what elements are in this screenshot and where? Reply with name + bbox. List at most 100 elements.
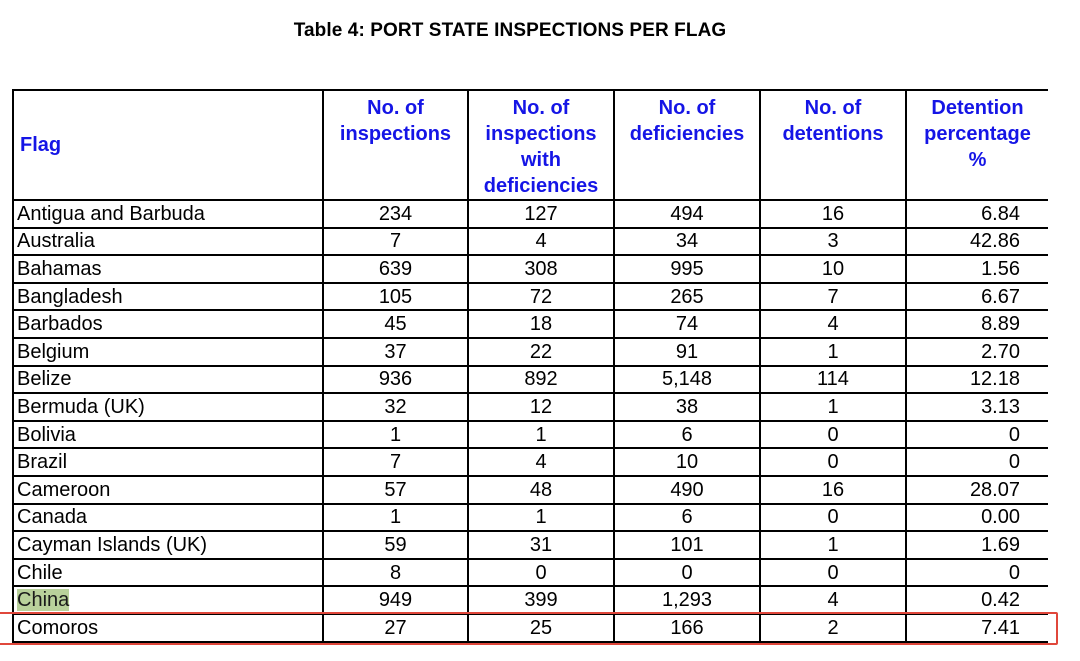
- header-row: Flag No. of inspections No. of inspectio…: [12, 89, 1048, 201]
- table-row: Antigua and Barbuda 234 127 494 16 6.84: [12, 199, 1048, 229]
- cell-detention-percentage: 6.67: [905, 281, 1048, 312]
- cell-deficiencies: 38: [613, 392, 761, 422]
- cell-flag: Canada: [12, 502, 324, 533]
- table-body: Antigua and Barbuda 234 127 494 16 6.84 Austra…: [12, 199, 1048, 643]
- table-row: China 949 399 1,293 4 0.42: [12, 585, 1048, 615]
- cell-deficiencies: 995: [613, 254, 761, 284]
- table-title: Table 4: PORT STATE INSPECTIONS PER FLAG: [293, 20, 727, 41]
- cell-inspections-with-deficiencies: 127: [467, 199, 615, 229]
- table-row: Brazil 7 4 10 0 0: [12, 447, 1048, 477]
- cell-deficiencies: 6: [613, 419, 761, 450]
- table-row: Cayman Islands (UK) 59 31 101 1 1.69: [12, 530, 1048, 560]
- table-row: Bangladesh 105 72 265 7 6.67: [12, 281, 1048, 312]
- cell-detention-percentage: 2.70: [905, 336, 1048, 367]
- cell-detention-percentage: 6.84: [905, 199, 1048, 229]
- cell-flag: Cayman Islands (UK): [12, 530, 324, 560]
- cell-inspections-with-deficiencies: 1: [467, 502, 615, 533]
- table-row: Cameroon 57 48 490 16 28.07: [12, 474, 1048, 505]
- table-row: Bahamas 639 308 995 10 1.56: [12, 254, 1048, 284]
- header-detentions: No. of detentions: [759, 89, 907, 201]
- table-row: Comoros 27 25 166 2 7.41: [12, 612, 1048, 643]
- cell-detentions: 1: [759, 336, 907, 367]
- cell-inspections: 8: [322, 557, 469, 588]
- cell-flag: Bolivia: [12, 419, 324, 450]
- cell-inspections-with-deficiencies: 48: [467, 474, 615, 505]
- cell-inspections-with-deficiencies: 25: [467, 612, 615, 643]
- cell-detention-percentage: 0: [905, 447, 1048, 477]
- cell-deficiencies: 0: [613, 557, 761, 588]
- header-detention-percentage: Detention percentage %: [905, 89, 1048, 201]
- cell-detentions: 1: [759, 530, 907, 560]
- cell-detentions: 3: [759, 226, 907, 257]
- cell-inspections: 105: [322, 281, 469, 312]
- cell-flag: Bermuda (UK): [12, 392, 324, 422]
- cell-inspections: 936: [322, 364, 469, 395]
- cell-detentions: 16: [759, 474, 907, 505]
- cell-inspections: 1: [322, 419, 469, 450]
- cell-inspections-with-deficiencies: 399: [467, 585, 615, 615]
- cell-detentions: 0: [759, 447, 907, 477]
- header-inspections: No. of inspections: [322, 89, 469, 201]
- cell-inspections: 37: [322, 336, 469, 367]
- table-row: Canada 1 1 6 0 0.00: [12, 502, 1048, 533]
- cell-detention-percentage: 0.00: [905, 502, 1048, 533]
- cell-inspections: 7: [322, 226, 469, 257]
- cell-deficiencies: 166: [613, 612, 761, 643]
- cell-detentions: 4: [759, 585, 907, 615]
- cell-inspections: 234: [322, 199, 469, 229]
- cell-flag: Bangladesh: [12, 281, 324, 312]
- cell-deficiencies: 91: [613, 336, 761, 367]
- cell-detention-percentage: 28.07: [905, 474, 1048, 505]
- cell-deficiencies: 1,293: [613, 585, 761, 615]
- cell-inspections: 57: [322, 474, 469, 505]
- table-row: Chile 8 0 0 0 0: [12, 557, 1048, 588]
- cell-detention-percentage: 8.89: [905, 309, 1048, 339]
- cell-detentions: 0: [759, 502, 907, 533]
- cell-inspections-with-deficiencies: 4: [467, 447, 615, 477]
- cell-inspections: 45: [322, 309, 469, 339]
- cell-inspections-with-deficiencies: 31: [467, 530, 615, 560]
- cell-detention-percentage: 1.69: [905, 530, 1048, 560]
- cell-deficiencies: 74: [613, 309, 761, 339]
- header-deficiencies: No. of deficiencies: [613, 89, 761, 201]
- cell-detentions: 1: [759, 392, 907, 422]
- cell-flag: Comoros: [12, 612, 324, 643]
- cell-deficiencies: 265: [613, 281, 761, 312]
- highlight-box-china: [0, 612, 1058, 645]
- cell-inspections-with-deficiencies: 308: [467, 254, 615, 284]
- inspections-table: Flag No. of inspections No. of inspectio…: [12, 89, 1048, 643]
- cell-deficiencies: 490: [613, 474, 761, 505]
- cell-inspections: 7: [322, 447, 469, 477]
- cell-inspections-with-deficiencies: 22: [467, 336, 615, 367]
- table-row: Australia 7 4 34 3 42.86: [12, 226, 1048, 257]
- cell-flag: Brazil: [12, 447, 324, 477]
- table-row: Barbados 45 18 74 4 8.89: [12, 309, 1048, 339]
- cell-deficiencies: 5,148: [613, 364, 761, 395]
- cell-detentions: 7: [759, 281, 907, 312]
- cell-detention-percentage: 0.42: [905, 585, 1048, 615]
- table-row: Belgium 37 22 91 1 2.70: [12, 336, 1048, 367]
- cell-deficiencies: 101: [613, 530, 761, 560]
- cell-detention-percentage: 1.56: [905, 254, 1048, 284]
- cell-flag: Belgium: [12, 336, 324, 367]
- cell-detention-percentage: 0: [905, 557, 1048, 588]
- cell-flag: Belize: [12, 364, 324, 395]
- cell-flag: Barbados: [12, 309, 324, 339]
- cell-deficiencies: 494: [613, 199, 761, 229]
- cell-detentions: 10: [759, 254, 907, 284]
- cell-inspections: 59: [322, 530, 469, 560]
- cell-detention-percentage: 3.13: [905, 392, 1048, 422]
- cell-flag: Bahamas: [12, 254, 324, 284]
- cell-flag: Australia: [12, 226, 324, 257]
- cell-inspections: 32: [322, 392, 469, 422]
- cell-inspections: 949: [322, 585, 469, 615]
- cell-inspections-with-deficiencies: 892: [467, 364, 615, 395]
- cell-inspections-with-deficiencies: 18: [467, 309, 615, 339]
- table-row: Bolivia 1 1 6 0 0: [12, 419, 1048, 450]
- cell-inspections: 1: [322, 502, 469, 533]
- highlighted-flag-text: China: [17, 589, 70, 612]
- cell-deficiencies: 6: [613, 502, 761, 533]
- table-container: Flag No. of inspections No. of inspectio…: [12, 89, 1048, 661]
- table-row: Belize 936 892 5,148 114 12.18: [12, 364, 1048, 395]
- cell-inspections-with-deficiencies: 72: [467, 281, 615, 312]
